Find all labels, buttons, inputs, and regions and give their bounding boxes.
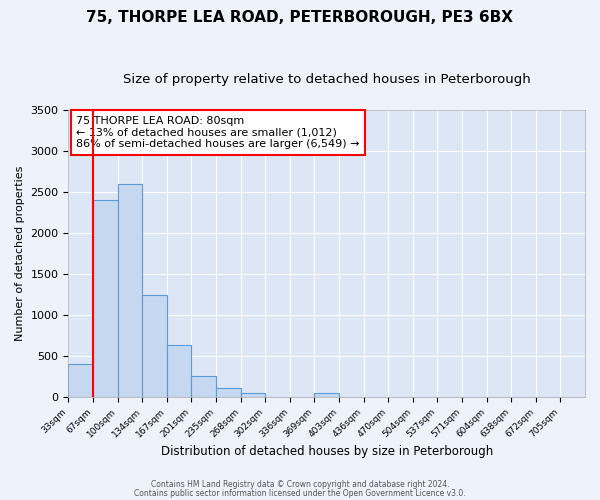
Bar — [167, 344, 191, 397]
Y-axis label: Number of detached properties: Number of detached properties — [15, 166, 25, 342]
Text: 75 THORPE LEA ROAD: 80sqm
← 13% of detached houses are smaller (1,012)
86% of se: 75 THORPE LEA ROAD: 80sqm ← 13% of detac… — [76, 116, 359, 149]
Title: Size of property relative to detached houses in Peterborough: Size of property relative to detached ho… — [123, 72, 530, 86]
Bar — [68, 364, 93, 397]
X-axis label: Distribution of detached houses by size in Peterborough: Distribution of detached houses by size … — [161, 444, 493, 458]
Text: Contains public sector information licensed under the Open Government Licence v3: Contains public sector information licen… — [134, 488, 466, 498]
Bar — [93, 200, 118, 397]
Bar — [314, 394, 339, 397]
Bar — [118, 184, 142, 397]
Text: Contains HM Land Registry data © Crown copyright and database right 2024.: Contains HM Land Registry data © Crown c… — [151, 480, 449, 489]
Text: 75, THORPE LEA ROAD, PETERBOROUGH, PE3 6BX: 75, THORPE LEA ROAD, PETERBOROUGH, PE3 6… — [86, 10, 514, 25]
Bar — [142, 294, 167, 397]
Bar — [216, 388, 241, 397]
Bar — [191, 376, 216, 397]
Bar — [241, 392, 265, 397]
